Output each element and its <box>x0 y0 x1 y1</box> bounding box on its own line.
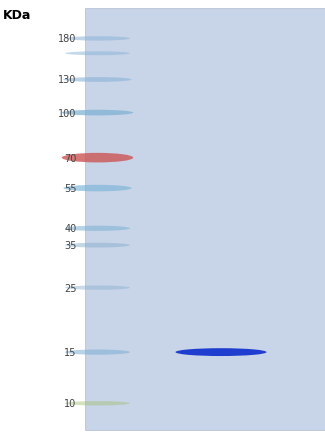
Text: 25: 25 <box>64 283 76 293</box>
Text: 180: 180 <box>58 34 76 44</box>
Ellipse shape <box>65 226 130 231</box>
Text: KDa: KDa <box>3 9 32 22</box>
Ellipse shape <box>62 154 133 163</box>
Text: 70: 70 <box>64 153 76 163</box>
Text: 130: 130 <box>58 76 76 85</box>
Text: 40: 40 <box>64 224 76 234</box>
Text: 10: 10 <box>64 398 76 408</box>
Ellipse shape <box>176 349 266 356</box>
Ellipse shape <box>65 37 130 42</box>
Ellipse shape <box>63 78 132 83</box>
Bar <box>84 9 325 430</box>
Ellipse shape <box>62 111 133 116</box>
Ellipse shape <box>65 401 130 405</box>
Text: 15: 15 <box>64 347 76 357</box>
Ellipse shape <box>63 185 132 192</box>
Ellipse shape <box>65 286 130 290</box>
Ellipse shape <box>65 52 130 56</box>
Text: 35: 35 <box>64 240 76 250</box>
Ellipse shape <box>65 350 130 355</box>
Ellipse shape <box>65 243 130 248</box>
Text: 100: 100 <box>58 108 76 118</box>
Text: 55: 55 <box>64 184 76 194</box>
